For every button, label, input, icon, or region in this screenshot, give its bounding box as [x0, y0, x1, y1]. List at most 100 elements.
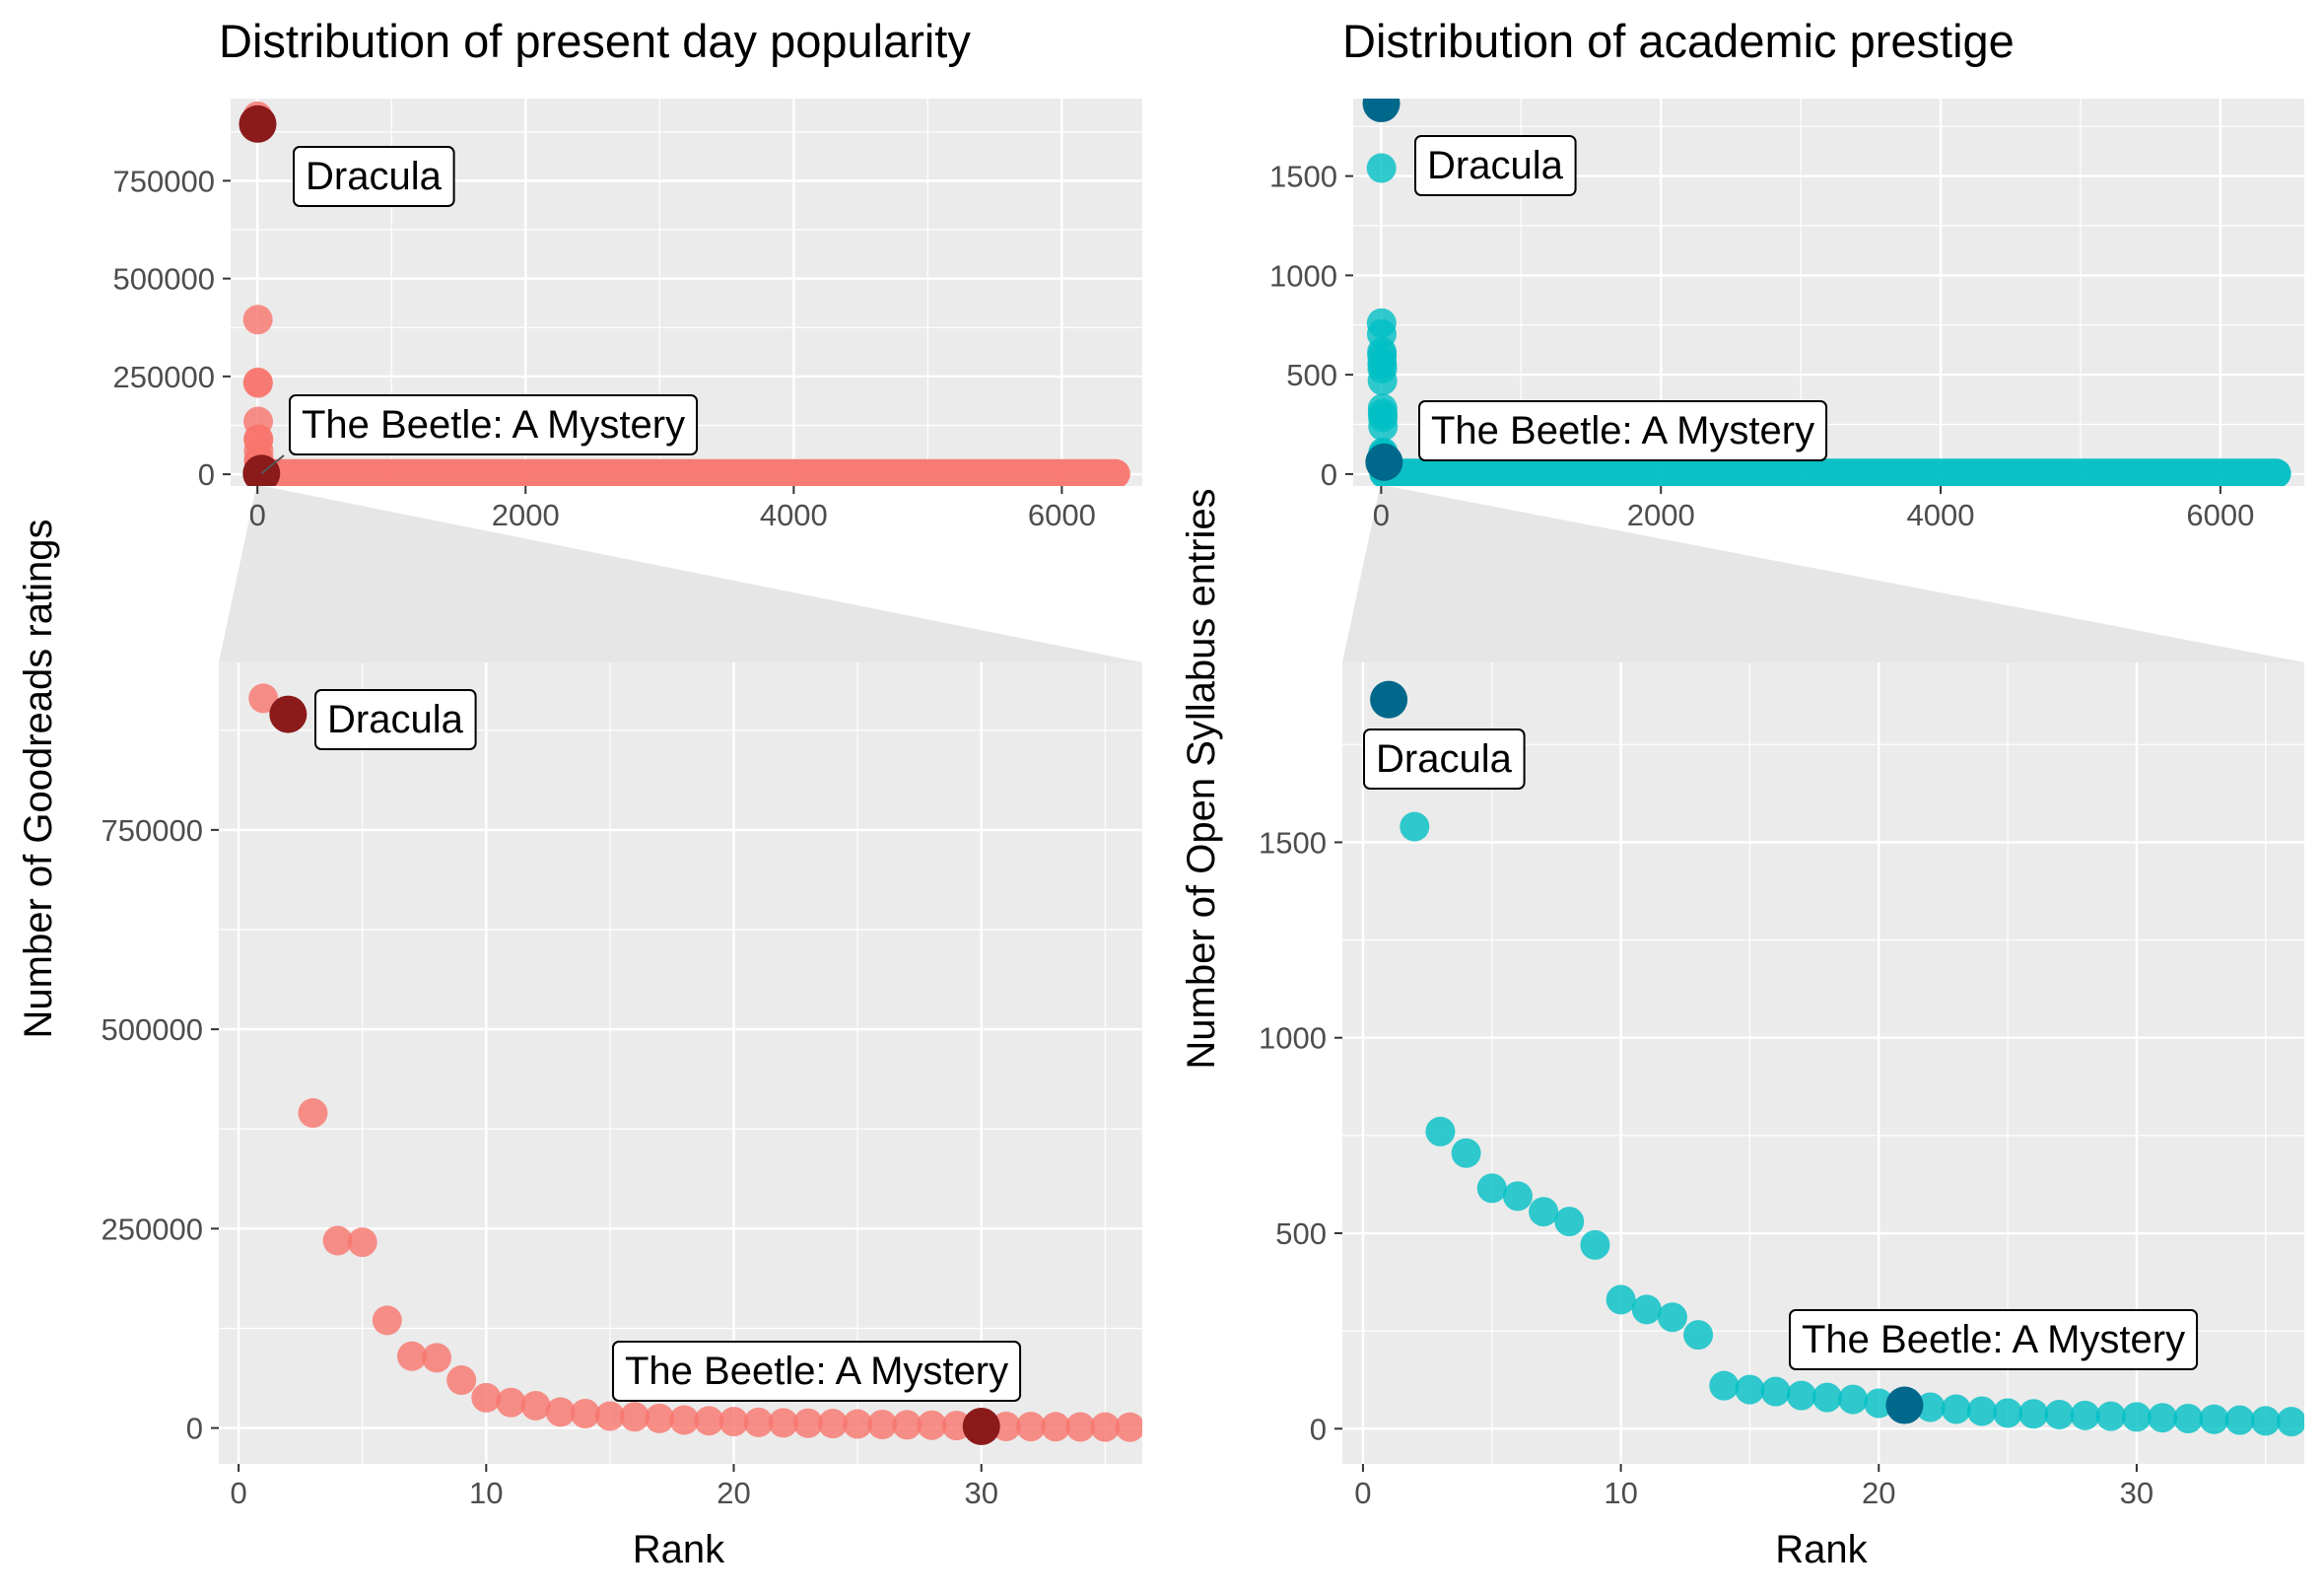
data-point [594, 1401, 625, 1431]
popularity_full-panel: 0 2000 4000 6000 0 250000 500000 750000 [113, 99, 1142, 532]
data-point [322, 1225, 353, 1256]
data-point [792, 1408, 823, 1438]
y-tick-label: 0 [1321, 457, 1337, 492]
data-point [1786, 1380, 1816, 1411]
data-point [496, 1387, 526, 1418]
data-point [1367, 366, 1398, 396]
data-layer [1370, 680, 2304, 1437]
label-beetle-text: The Beetle: A Mystery [302, 403, 685, 447]
data-point [1400, 811, 1430, 842]
data-point [2224, 1405, 2255, 1435]
label-dracula-box [314, 689, 477, 750]
x-axis-label-popularity: Rank [633, 1528, 725, 1571]
y-tick-label: 1500 [1259, 825, 1327, 860]
x-tick-label: 4000 [760, 498, 828, 532]
highlight-point [239, 104, 277, 143]
data-point [1993, 1398, 2023, 1428]
x-tick-label: 6000 [1028, 498, 1096, 532]
data-point [347, 1227, 377, 1258]
data-point [1366, 153, 1397, 183]
data-point [892, 1410, 923, 1440]
x-tick-label: 0 [230, 1476, 246, 1510]
x-tick-label: 20 [1862, 1476, 1895, 1510]
label-beetle-box [1418, 400, 1828, 461]
y-tick-label: 0 [1310, 1412, 1327, 1446]
data-layer [248, 683, 1142, 1445]
x-tick-label: 2000 [1627, 498, 1695, 532]
y-tick-label: 750000 [102, 813, 203, 848]
data-point [1735, 1374, 1765, 1405]
data-point [694, 1406, 724, 1436]
data-point [1683, 1320, 1714, 1351]
label-leader-line [260, 454, 285, 475]
data-point [2250, 1406, 2281, 1436]
data-layer [1362, 99, 2291, 486]
label-dracula-text: Dracula [306, 155, 443, 198]
data-point [768, 1408, 798, 1438]
data-point [1580, 1229, 1610, 1260]
data-point [620, 1402, 650, 1432]
data-point [1502, 1181, 1533, 1212]
data-point [867, 1409, 898, 1439]
x-tick-label: 10 [1604, 1476, 1637, 1510]
popularity_zoom-panel: 0 10 20 30 0 250000 500000 750000 [102, 662, 1142, 1510]
data-point [817, 1409, 848, 1439]
data-point [446, 1365, 477, 1396]
zoom-connector-band [219, 486, 1142, 662]
label-dracula-text: Dracula [327, 698, 464, 741]
x-tick-label: 0 [1373, 498, 1390, 532]
label-group: Dracula The Beetle: A Mystery [260, 146, 699, 475]
y-tick-label: 250000 [102, 1212, 203, 1246]
data-point [645, 1403, 675, 1433]
data-point [1709, 1370, 1740, 1401]
data-point [242, 368, 273, 398]
data-point [2018, 1399, 2049, 1429]
data-point [372, 1305, 402, 1336]
highlight-point [962, 1407, 1000, 1445]
data-point [1811, 1382, 1842, 1413]
data-point [2044, 1400, 2075, 1430]
data-point [2199, 1404, 2229, 1434]
y-tick-label: 250000 [113, 360, 215, 394]
x-tick-label: 30 [964, 1476, 997, 1510]
y-tick-label: 0 [186, 1412, 203, 1446]
data-point [545, 1397, 576, 1427]
label-beetle-text: The Beetle: A Mystery [625, 1350, 1008, 1393]
data-point [2070, 1400, 2100, 1430]
data-point [570, 1399, 600, 1429]
y-tick-label: 0 [198, 457, 215, 492]
highlight-point [242, 454, 281, 486]
x-tick-label: 30 [2120, 1476, 2153, 1510]
data-point [2148, 1403, 2178, 1433]
data-point [1760, 1376, 1791, 1407]
data-point [1631, 1294, 1662, 1325]
data-point [2276, 1407, 2304, 1437]
data-point [1606, 1284, 1636, 1315]
y-axis-label-popularity: Number of Goodreads ratings [17, 520, 60, 1039]
y-axis-label-prestige: Number of Open Syllabus entries [1180, 488, 1223, 1069]
data-point [2173, 1403, 2204, 1433]
label-beetle-box [1789, 1309, 2199, 1370]
label-dracula-box [1414, 135, 1577, 196]
label-beetle-text: The Beetle: A Mystery [1802, 1318, 2185, 1361]
data-point [471, 1382, 502, 1413]
data-point [1451, 1138, 1481, 1168]
zoom-connector-band [1342, 486, 2304, 662]
data-point [669, 1405, 700, 1435]
y-tick-label: 500 [1286, 358, 1337, 392]
highlight-point [1362, 99, 1401, 123]
x-axis-label-prestige: Rank [1775, 1528, 1868, 1571]
data-point [1065, 1412, 1096, 1442]
x-tick-label: 10 [469, 1476, 503, 1510]
y-tick-label: 500000 [113, 262, 215, 297]
data-point [1368, 411, 1399, 442]
data-point [1915, 1392, 1946, 1422]
data-point [1041, 1412, 1071, 1442]
data-point [1966, 1396, 1997, 1426]
chart-title-prestige: Distribution of academic prestige [1342, 15, 2015, 67]
label-dracula-text: Dracula [1376, 737, 1513, 781]
x-tick-label: 6000 [2186, 498, 2254, 532]
highlight-point [1885, 1386, 1924, 1424]
x-tick-label: 20 [717, 1476, 750, 1510]
